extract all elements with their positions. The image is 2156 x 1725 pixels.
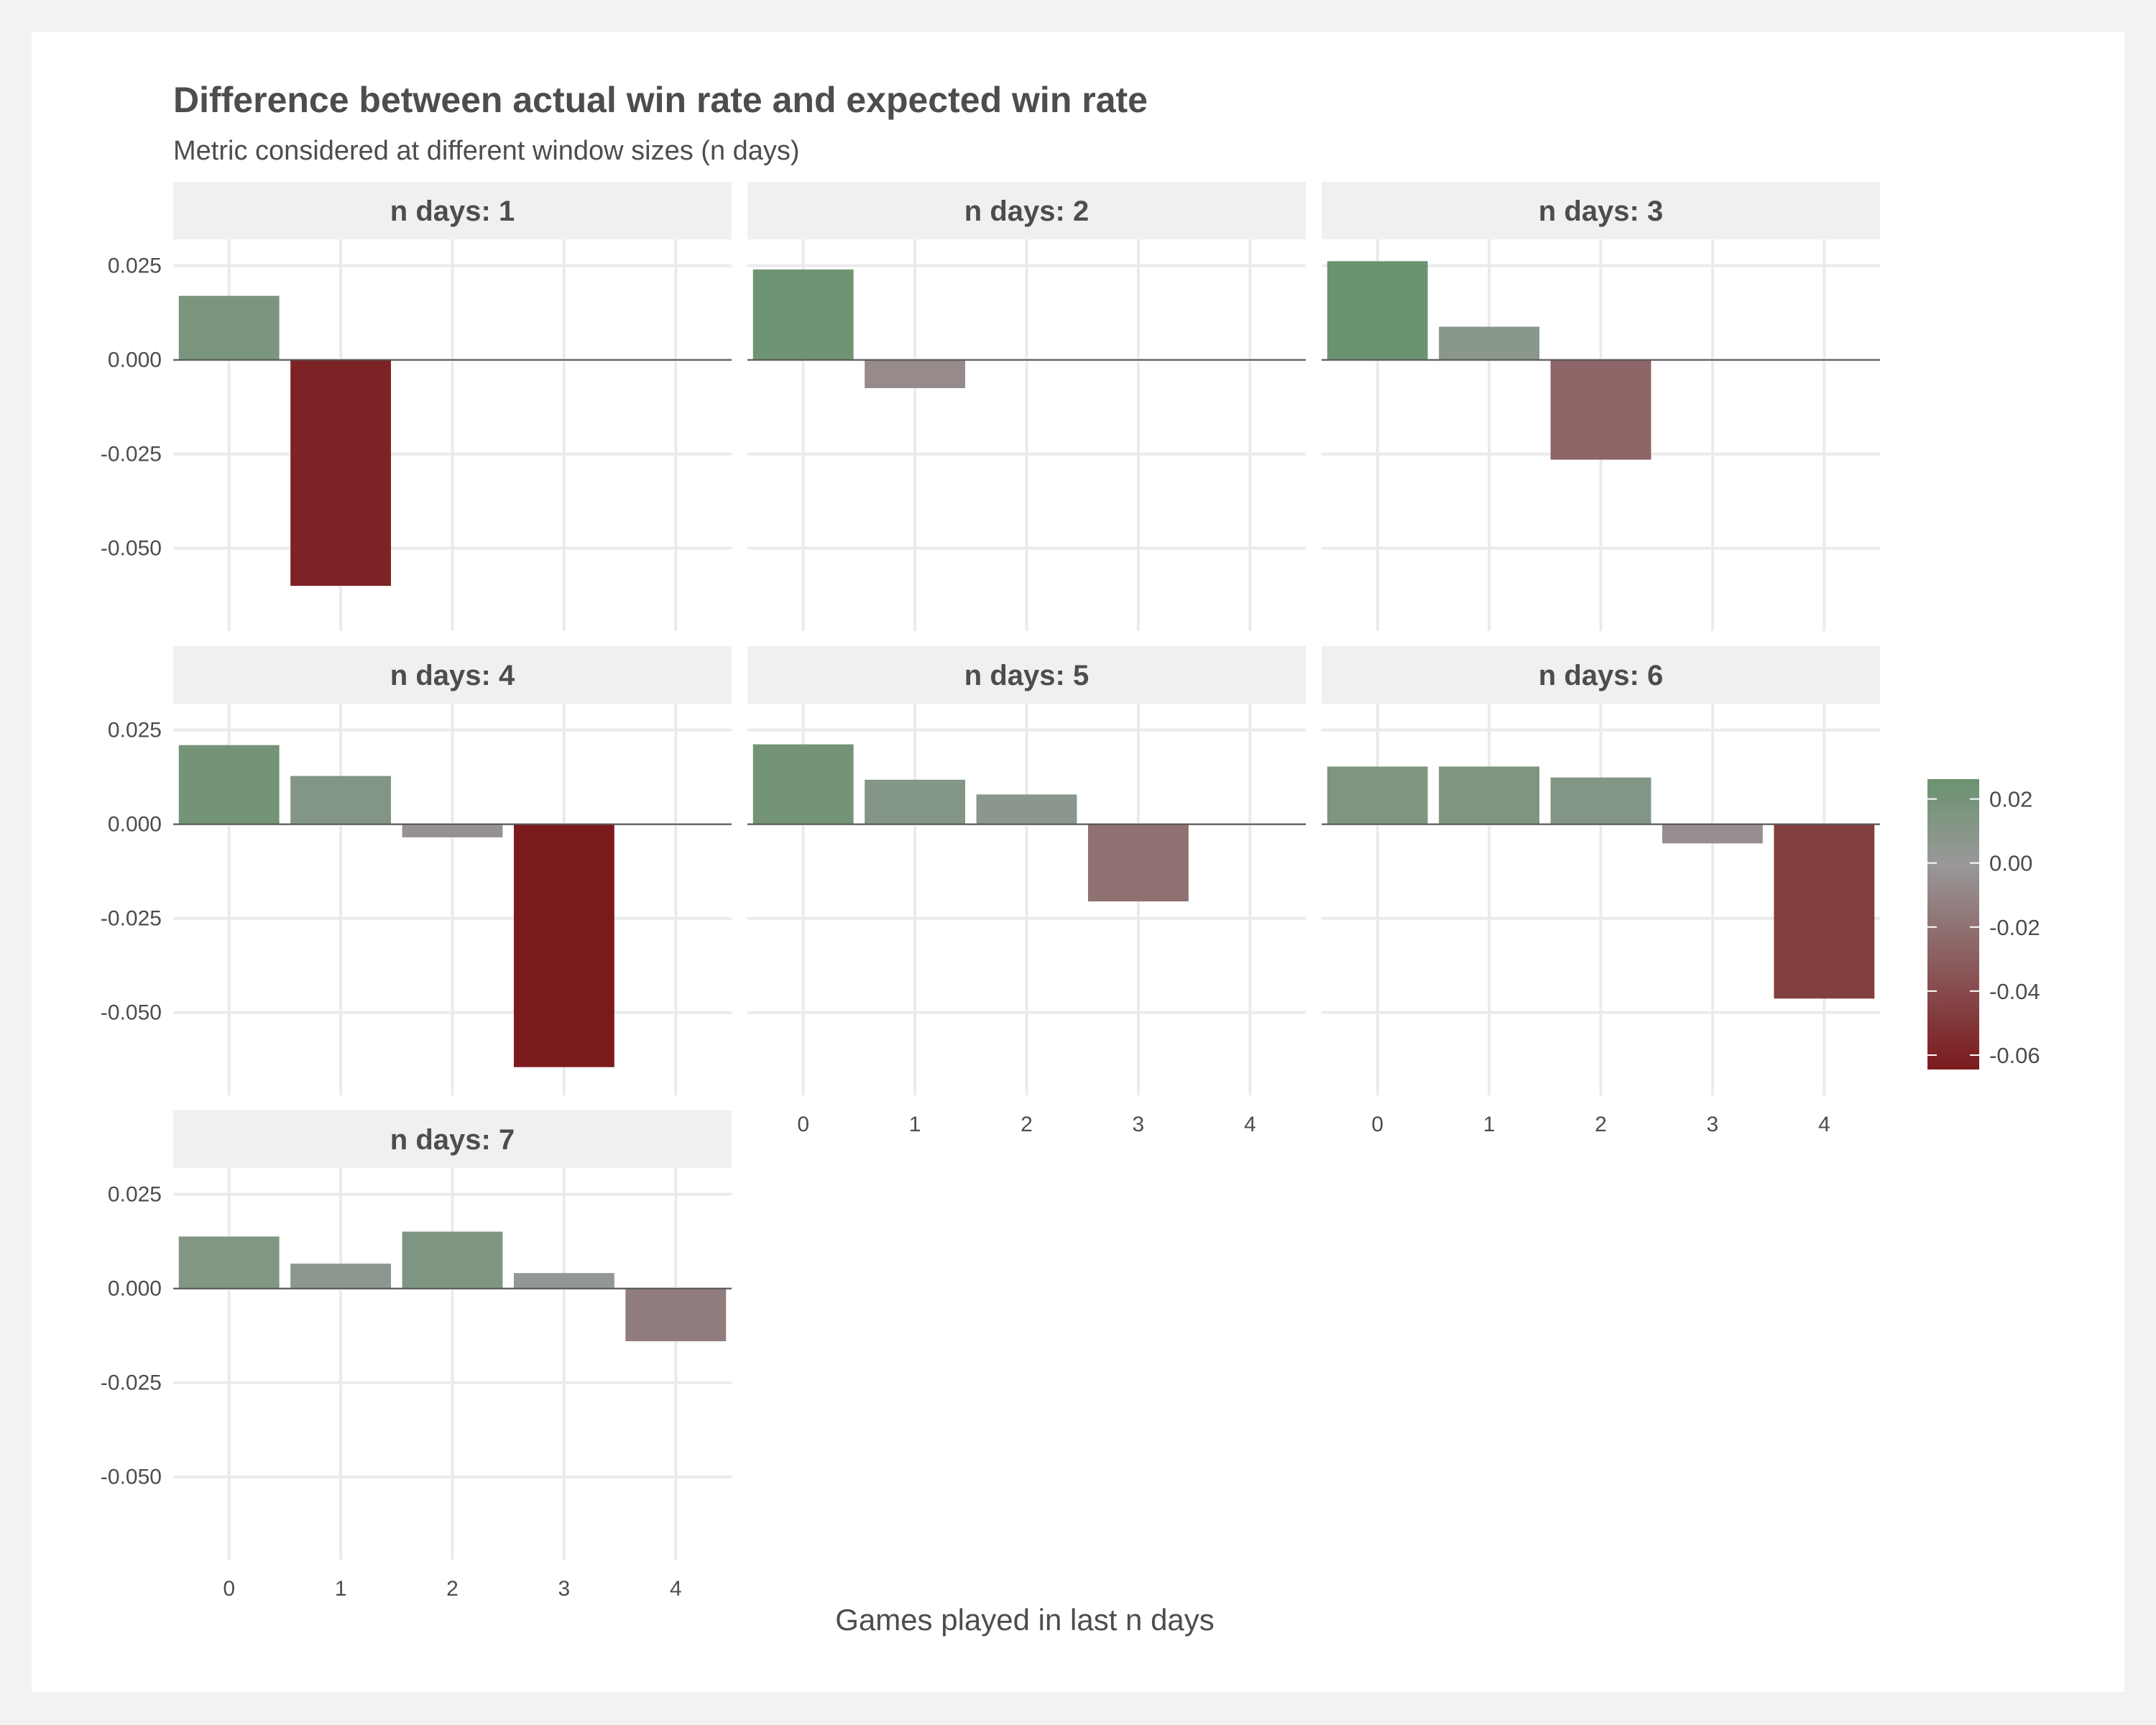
bar — [178, 745, 280, 824]
y-tick-label: -0.050 — [101, 537, 162, 561]
facet-strip-label: n days: 7 — [390, 1124, 515, 1156]
facet-strip — [747, 182, 1306, 239]
x-tick-label: 4 — [670, 1577, 682, 1601]
y-tick-label: 0.025 — [108, 719, 162, 742]
facet-panel-2: n days: 2 — [747, 182, 1306, 631]
facet-panel-5: n days: 5 0 1 2 3 4 — [747, 646, 1306, 1136]
y-tick-label: 0.025 — [108, 254, 162, 278]
x-tick-label: 2 — [446, 1577, 459, 1601]
facet-strip-label: n days: 2 — [964, 196, 1089, 227]
legend-tick-label: 0.00 — [1989, 851, 2032, 876]
chart-title: Difference between actual win rate and e… — [173, 80, 1148, 120]
bar — [1327, 261, 1428, 360]
facet-strip-label: n days: 5 — [964, 660, 1089, 691]
bar — [752, 269, 854, 360]
x-tick-label: 3 — [1133, 1113, 1145, 1136]
bar — [976, 794, 1077, 824]
facet-strip — [173, 182, 732, 239]
facet-strip — [173, 646, 732, 704]
bar — [290, 1264, 392, 1289]
x-tick-label: 3 — [558, 1577, 571, 1601]
facet-strip-label: n days: 3 — [1539, 196, 1663, 227]
facet-panel-6: n days: 6 0 1 2 3 4 — [1322, 646, 1880, 1136]
y-tick-label: -0.025 — [101, 443, 162, 466]
bar — [1550, 359, 1651, 460]
bar — [513, 1273, 614, 1289]
bar — [178, 295, 280, 360]
bar — [625, 1288, 727, 1342]
x-tick-label: 1 — [1483, 1113, 1496, 1136]
chart-subtitle: Metric considered at different window si… — [173, 136, 800, 166]
x-tick-label: 0 — [1371, 1113, 1383, 1136]
facet-panels: n days: 1 0.025 0.000 -0.025 -0.050 n days: 2… — [101, 182, 1880, 1601]
facet-strip-label: n days: 1 — [390, 196, 515, 227]
x-tick-label: 0 — [797, 1113, 809, 1136]
bar — [1439, 326, 1540, 360]
legend-tick-label: 0.02 — [1989, 787, 2032, 812]
legend-colorbar — [1927, 779, 1979, 1070]
bar — [1327, 766, 1428, 824]
facet-panel-3: n days: 3 — [1322, 182, 1880, 631]
bar — [1087, 824, 1189, 902]
bar — [1662, 824, 1763, 844]
legend-tick-label: -0.04 — [1989, 979, 2040, 1004]
x-tick-label: 4 — [1818, 1113, 1830, 1136]
color-legend: 0.02 0.00 -0.02 -0.04 -0.06 — [1927, 779, 2040, 1070]
facet-strip — [173, 1110, 732, 1168]
y-tick-label: -0.025 — [101, 1371, 162, 1395]
facet-panel-7: n days: 7 0.025 0.000 -0.025 -0.050 0 1 2 3 4 — [101, 1110, 732, 1601]
bar — [752, 744, 854, 824]
facet-strip — [1322, 646, 1880, 704]
bar — [865, 359, 966, 388]
x-tick-label: 3 — [1707, 1113, 1719, 1136]
bar — [865, 779, 966, 824]
x-tick-label: 1 — [909, 1113, 921, 1136]
facet-strip — [1322, 182, 1880, 239]
bar — [290, 776, 392, 824]
x-tick-label: 0 — [223, 1577, 235, 1601]
bar — [1550, 777, 1651, 824]
faceted-bar-chart: Difference between actual win rate and e… — [101, 80, 2040, 1637]
x-axis-label: Games played in last n days — [835, 1603, 1215, 1637]
bar — [402, 824, 503, 838]
bar — [1774, 824, 1875, 999]
bar — [178, 1236, 280, 1289]
y-tick-label: 0.025 — [108, 1183, 162, 1207]
facet-panel-4: n days: 4 0.025 0.000 -0.025 -0.050 — [101, 646, 732, 1095]
y-tick-label: -0.050 — [101, 1466, 162, 1489]
y-tick-label: -0.050 — [101, 1001, 162, 1025]
legend-tick-label: -0.06 — [1989, 1043, 2040, 1068]
x-tick-label: 4 — [1244, 1113, 1256, 1136]
y-tick-label: -0.025 — [101, 907, 162, 931]
facet-panel-1: n days: 1 0.025 0.000 -0.025 -0.050 — [101, 182, 732, 631]
y-tick-label: 0.000 — [108, 349, 162, 372]
y-tick-label: 0.000 — [108, 1277, 162, 1301]
x-tick-label: 2 — [1595, 1113, 1607, 1136]
x-tick-label: 2 — [1021, 1113, 1033, 1136]
bar — [1439, 766, 1540, 824]
bar — [402, 1231, 503, 1289]
legend-tick-label: -0.02 — [1989, 915, 2040, 940]
facet-strip — [747, 646, 1306, 704]
bar — [513, 824, 614, 1067]
chart-card: Difference between actual win rate and e… — [32, 32, 2124, 1692]
bar — [290, 359, 392, 586]
facet-strip-label: n days: 4 — [390, 660, 515, 691]
y-tick-label: 0.000 — [108, 813, 162, 837]
facet-strip-label: n days: 6 — [1539, 660, 1663, 691]
x-tick-label: 1 — [335, 1577, 347, 1601]
